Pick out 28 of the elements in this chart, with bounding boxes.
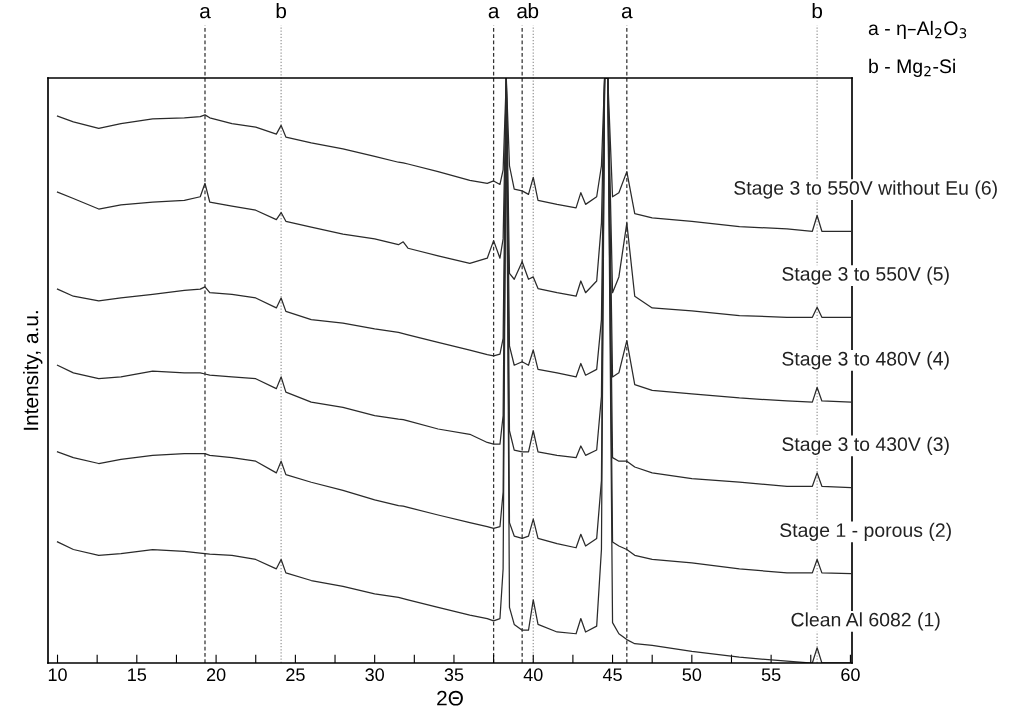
text: a - η–Al$_{2}$O$_{3}$ [868, 20, 967, 39]
ref-line-label: a [621, 6, 633, 19]
series-label: Clean Al 6082 (1) [791, 612, 940, 631]
ref-line-label: a [200, 6, 211, 19]
x-tick-label: 25 [286, 668, 305, 682]
x-tick-label: 20 [206, 668, 226, 682]
x-tick-label: 15 [128, 668, 147, 682]
ref-line-label: b [276, 3, 287, 19]
x-tick-label: 45 [602, 668, 622, 682]
x-tick-label: 40 [523, 668, 543, 682]
series-label: Stage 3 to 550V without Eu (6) [734, 180, 997, 199]
ref-line-label: b [528, 3, 539, 19]
x-axis-title: 2Θ [437, 690, 463, 706]
x-tick-label: 55 [761, 668, 781, 682]
y-axis-title: Intensity, a.u. [23, 311, 43, 430]
series-label: Stage 3 to 550V (5) [782, 266, 949, 285]
ref-line-label: a [488, 6, 500, 19]
text: b - Mg$_{2}$-Si [869, 58, 955, 77]
ref-line-label: a [517, 6, 528, 19]
x-tick-label: 10 [48, 668, 67, 682]
x-tick-label: 30 [365, 668, 385, 682]
series-label: Stage 1 - porous (2) [780, 522, 951, 541]
x-tick-label: 60 [841, 668, 860, 682]
x-tick-label: 50 [682, 668, 702, 682]
ref-line-label: b [812, 3, 823, 19]
series-label: Stage 3 to 430V (3) [782, 436, 949, 455]
series-label: Stage 3 to 480V (4) [782, 351, 949, 370]
x-tick-label: 35 [444, 668, 464, 682]
